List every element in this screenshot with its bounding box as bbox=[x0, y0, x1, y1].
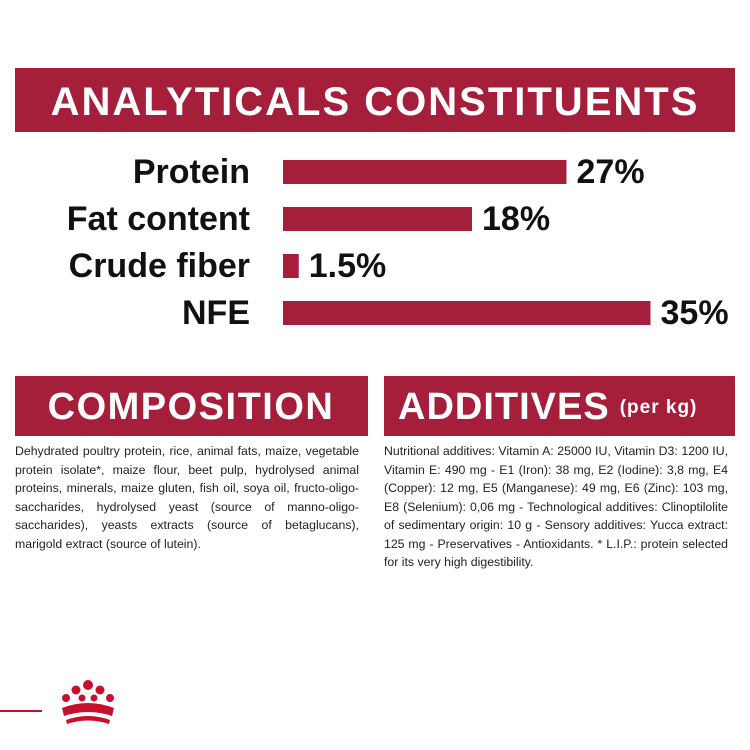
additives-text: Nutritional additives: Vitamin A: 25000 … bbox=[384, 444, 728, 569]
bar bbox=[283, 301, 651, 325]
bar bbox=[283, 254, 299, 278]
additives-subtitle: (per kg) bbox=[620, 397, 698, 418]
value-label: 35% bbox=[661, 294, 729, 332]
logo bbox=[0, 680, 700, 724]
additives-title-line: ADDITIVES (per kg) bbox=[398, 386, 697, 428]
value-label: 1.5% bbox=[309, 247, 387, 285]
chart-title: ANALYTICALS CONSTITUENTS bbox=[51, 80, 700, 124]
category-label: NFE bbox=[182, 294, 250, 332]
composition-title: COMPOSITION bbox=[48, 386, 335, 428]
composition-banner bbox=[15, 376, 368, 436]
category-label: Crude fiber bbox=[69, 247, 250, 285]
value-label: 27% bbox=[577, 153, 645, 191]
title-banner bbox=[15, 68, 735, 132]
bar bbox=[283, 160, 567, 184]
category-label: Fat content bbox=[67, 200, 250, 238]
category-label: Protein bbox=[133, 153, 250, 191]
value-label: 18% bbox=[482, 200, 550, 238]
bar bbox=[283, 207, 472, 231]
composition-text: Dehydrated poultry protein, rice, animal… bbox=[15, 444, 359, 551]
additives-title: ADDITIVES bbox=[398, 386, 610, 428]
additives-banner bbox=[384, 376, 735, 436]
